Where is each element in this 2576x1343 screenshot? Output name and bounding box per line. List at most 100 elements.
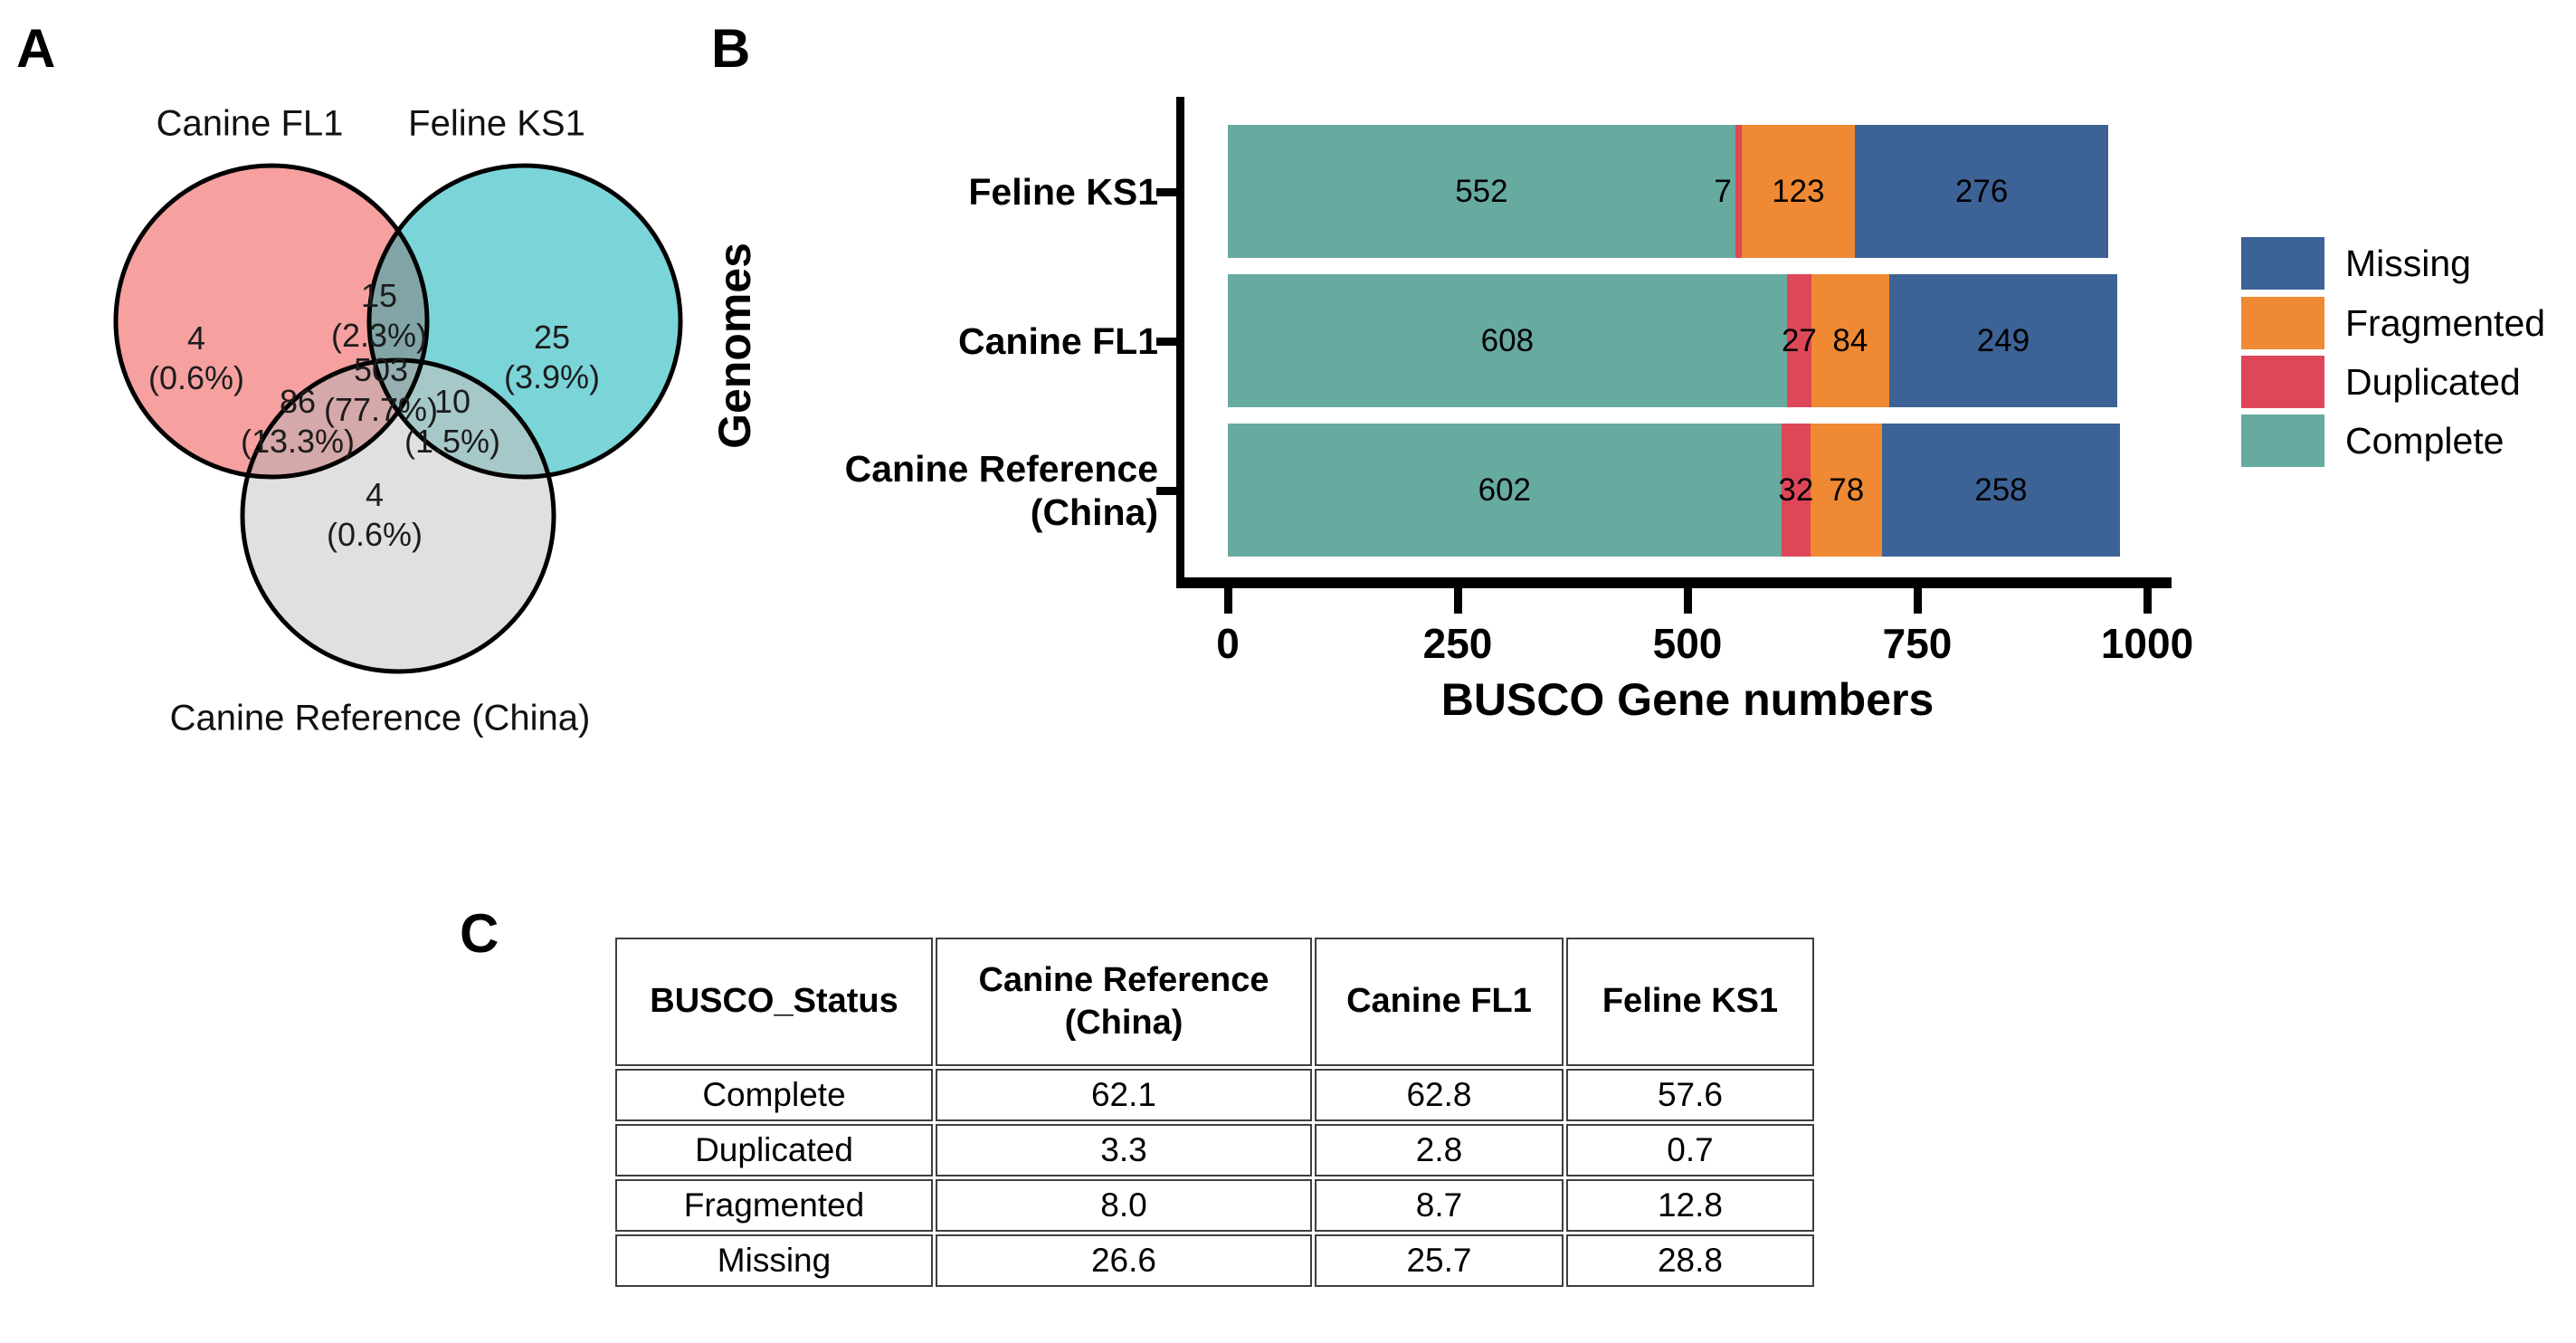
x-axis-title: BUSCO Gene numbers xyxy=(1440,674,1934,725)
panel-c-label: C xyxy=(460,903,499,964)
y-axis-tick xyxy=(1156,337,1176,346)
x-axis-tick xyxy=(2143,588,2152,614)
legend-label-complete: Complete xyxy=(2345,419,2505,462)
venn-region-ref_only: 4 (0.6%) xyxy=(327,475,423,555)
x-tick-label: 500 xyxy=(1652,620,1723,667)
bar-segment-fragmented xyxy=(1741,125,1855,258)
venn-region-fl1_ref: 86 (13.3%) xyxy=(241,382,355,462)
bar-value-label: 608 xyxy=(1480,322,1535,358)
bar-segment-missing xyxy=(1854,125,2109,258)
category-label-1: Feline KS1 xyxy=(968,170,1158,213)
venn-region-percent: (3.9%) xyxy=(503,358,601,395)
table-header: Canine Reference (China) xyxy=(936,938,1312,1066)
busco-percentage-table: BUSCO_Status Canine Reference (China) Cani… xyxy=(613,935,1817,1290)
venn-region-percent: (1.5%) xyxy=(404,423,501,460)
legend-label-missing: Missing xyxy=(2345,242,2471,284)
category-label-3: Canine Reference (China) xyxy=(844,447,1158,533)
panel-a-label: A xyxy=(16,18,56,79)
x-axis-tick xyxy=(1684,588,1692,614)
x-axis-tick xyxy=(1224,588,1232,614)
table-cell: 3.3 xyxy=(936,1124,1312,1176)
bar-value-label: 27 xyxy=(1781,322,1817,358)
bar-segment-duplicated xyxy=(1735,125,1742,258)
venn-region-ks1_ref: 10 (1.5%) xyxy=(404,382,500,462)
bar-value-label: 84 xyxy=(1832,322,1868,358)
legend-swatch-missing xyxy=(2241,237,2324,290)
venn-outline-ks1 xyxy=(366,163,683,480)
table-cell: 0.7 xyxy=(1566,1124,1814,1176)
bar-segment-duplicated xyxy=(1786,274,1812,407)
bar-value-label: 552 xyxy=(1455,173,1508,209)
x-axis-tick xyxy=(1454,588,1462,614)
venn-region-count: 10 xyxy=(433,383,471,420)
bar-segment-fragmented xyxy=(1811,424,1883,557)
table-row-label: Fragmented xyxy=(615,1179,933,1232)
bar-segment-missing xyxy=(1888,274,2118,407)
table-cell: 25.7 xyxy=(1315,1234,1564,1287)
bar-value-label: 123 xyxy=(1772,173,1825,209)
table-row: Duplicated 3.3 2.8 0.7 xyxy=(615,1124,1814,1176)
legend-swatch-complete xyxy=(2241,414,2324,467)
bar-segment-missing xyxy=(1882,424,2120,557)
table-cell: 62.8 xyxy=(1315,1069,1564,1121)
table-header: BUSCO_Status xyxy=(615,938,933,1066)
bar-value-label: 7 xyxy=(1714,173,1732,209)
venn-region-count: 25 xyxy=(533,319,571,356)
table-cell: 2.8 xyxy=(1315,1124,1564,1176)
venn-outline-fl1 xyxy=(113,163,430,480)
table-cell: 12.8 xyxy=(1566,1179,1814,1232)
venn-region-count: 86 xyxy=(279,383,317,420)
x-tick-label: 250 xyxy=(1422,620,1493,667)
legend-swatch-duplicated xyxy=(2241,356,2324,408)
venn-region-count: 4 xyxy=(365,476,385,513)
bar-segment-fragmented xyxy=(1811,274,1889,407)
x-tick-label: 1000 xyxy=(2100,620,2194,667)
bar-segment-complete xyxy=(1228,424,1782,557)
bar-value-label: 258 xyxy=(1974,471,2028,508)
venn-region-percent: (13.3%) xyxy=(240,423,356,460)
table-row-label: Complete xyxy=(615,1069,933,1121)
venn-outline-ref xyxy=(240,357,556,674)
venn-region-ks1_only: 25 (3.9%) xyxy=(504,318,600,397)
bar-value-label: 276 xyxy=(1954,173,2009,209)
bar-value-label: 78 xyxy=(1829,471,1865,508)
venn-region-count: 503 xyxy=(353,351,409,388)
busco-bar-chart: Genomes Feline KS1 552 7 123 276 Canine FL1 60… xyxy=(709,97,2546,725)
venn-diagram xyxy=(113,163,683,674)
x-axis-tick xyxy=(1914,588,1922,614)
table-cell: 57.6 xyxy=(1566,1069,1814,1121)
venn-region-percent: (2.3%) xyxy=(330,317,428,354)
venn-region-count: 15 xyxy=(360,277,398,314)
bar-value-label: 249 xyxy=(1976,322,2030,358)
venn-set-label-canine-fl1: Canine FL1 xyxy=(156,103,344,144)
venn-region-fl1_ks1: 15 (2.3%) xyxy=(331,276,427,356)
legend-label-duplicated: Duplicated xyxy=(2345,360,2521,403)
table-cell: 8.7 xyxy=(1315,1179,1564,1232)
table-row-label: Missing xyxy=(615,1234,933,1287)
x-tick-label: 0 xyxy=(1216,620,1240,667)
table-header: Feline KS1 xyxy=(1566,938,1814,1066)
venn-set-label-canine-reference: Canine Reference (China) xyxy=(169,698,591,738)
table-cell: 62.1 xyxy=(936,1069,1312,1121)
table-cell: 28.8 xyxy=(1566,1234,1814,1287)
venn-region-center: 503 (77.7%) xyxy=(324,350,438,430)
y-axis-title: Genomes xyxy=(709,243,760,449)
y-axis-line xyxy=(1176,97,1184,588)
category-label-2: Canine FL1 xyxy=(958,319,1158,362)
x-axis-line xyxy=(1176,577,2172,588)
y-axis-tick xyxy=(1156,486,1176,495)
x-tick-label: 750 xyxy=(1882,620,1953,667)
table-cell: 8.0 xyxy=(936,1179,1312,1232)
bar-value-label: 32 xyxy=(1778,471,1814,508)
table-row: Missing 26.6 25.7 28.8 xyxy=(615,1234,1814,1287)
panel-b-label: B xyxy=(711,18,751,79)
venn-overlap-ks1-ref xyxy=(369,360,554,477)
venn-region-percent: (77.7%) xyxy=(323,391,439,428)
venn-panel: Canine FL1 Feline KS1 Canine Reference (… xyxy=(0,0,796,814)
bar-segment-complete xyxy=(1228,125,1735,258)
table-cell: 26.6 xyxy=(936,1234,1312,1287)
venn-region-count: 4 xyxy=(186,319,206,357)
table-row: Complete 62.1 62.8 57.6 xyxy=(615,1069,1814,1121)
legend-label-fragmented: Fragmented xyxy=(2345,301,2546,344)
